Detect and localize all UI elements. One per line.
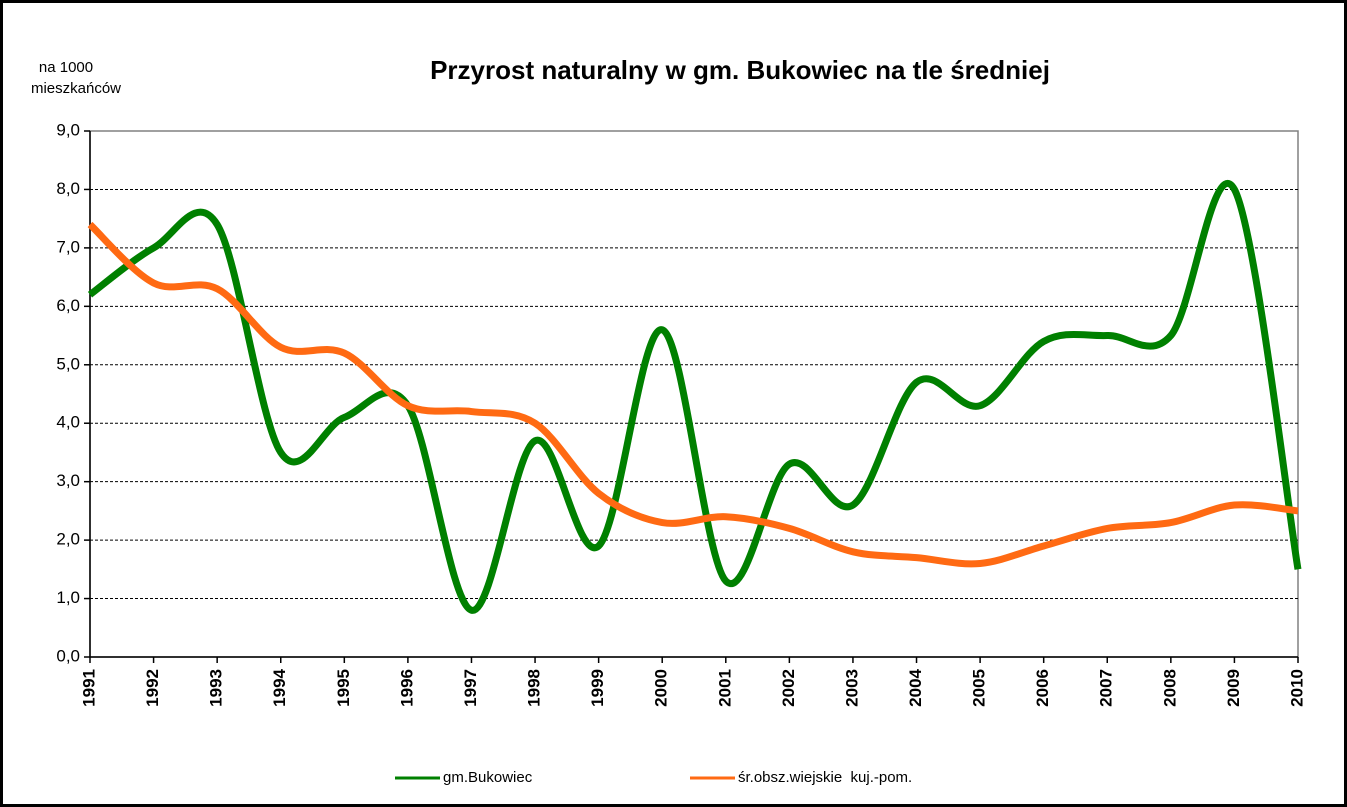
y-axis-label: na 1000 [39,59,93,76]
x-tick-label: 2003 [842,669,861,707]
x-tick-label: 2002 [779,669,798,707]
x-tick-label: 2006 [1033,669,1052,707]
x-tick-label: 1993 [207,669,226,707]
x-tick-label: 2008 [1160,669,1179,707]
legend-label: śr.obsz.wiejskie kuj.-pom. [738,769,912,786]
y-tick-label: 6,0 [56,296,80,315]
y-tick-label: 7,0 [56,237,80,256]
x-tick-label: 1992 [143,669,162,707]
y-tick-label: 4,0 [56,413,80,432]
y-tick-label: 5,0 [56,354,80,373]
x-tick-label: 1999 [588,669,607,707]
x-tick-label: 2005 [970,669,989,707]
x-tick-label: 1991 [79,669,98,707]
x-tick-label: 1998 [525,669,544,707]
x-tick-label: 1995 [334,669,353,707]
x-tick-label: 2004 [906,668,925,706]
legend-label: gm.Bukowiec [443,769,533,786]
chart-title: Przyrost naturalny w gm. Bukowiec na tle… [430,55,1050,85]
y-tick-label: 3,0 [56,471,80,490]
y-tick-label: 1,0 [56,588,80,607]
y-tick-label: 9,0 [56,120,80,139]
x-tick-label: 2001 [715,669,734,707]
x-tick-label: 1997 [461,669,480,707]
x-tick-label: 2007 [1097,669,1116,707]
x-tick-label: 1994 [270,668,289,706]
y-tick-label: 2,0 [56,530,80,549]
series-line [87,180,1302,614]
series-line [87,221,1299,568]
x-tick-label: 2000 [652,669,671,707]
x-tick-label: 2010 [1287,669,1306,707]
y-tick-label: 0,0 [56,646,80,665]
y-axis-label: mieszkańców [31,80,121,97]
y-tick-label: 8,0 [56,179,80,198]
x-tick-label: 1996 [397,669,416,707]
x-tick-label: 2009 [1224,669,1243,707]
